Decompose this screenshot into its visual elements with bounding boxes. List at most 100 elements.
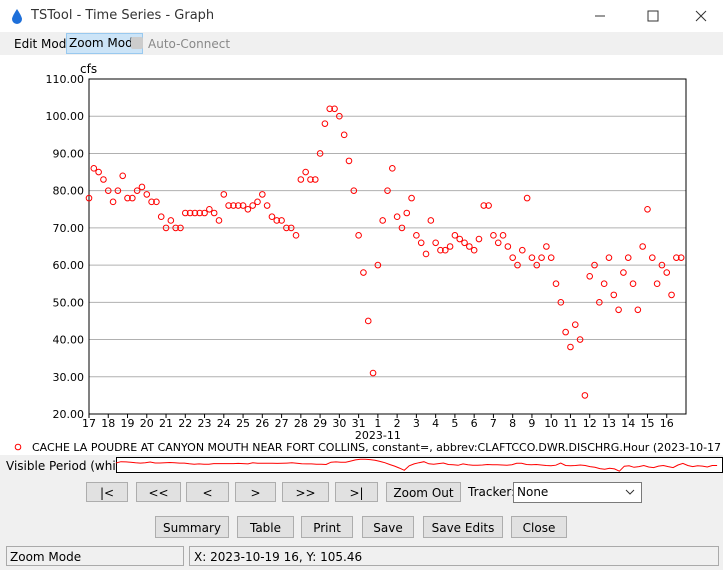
window-title: TSTool - Time Series - Graph (31, 8, 215, 23)
data-point (523, 194, 531, 202)
data-point (196, 209, 204, 217)
button[interactable]: >| (335, 482, 378, 502)
data-point (600, 280, 608, 288)
button[interactable]: Summary (155, 516, 229, 538)
data-point (408, 194, 415, 202)
x-tick-label: 15 (640, 417, 654, 430)
data-point (369, 369, 377, 377)
zoom-mode[interactable]: Zoom Mode (66, 33, 144, 54)
data-point (514, 261, 521, 269)
data-point (547, 254, 555, 261)
data-point (610, 291, 618, 299)
data-point (624, 254, 632, 261)
button[interactable]: > (235, 482, 276, 502)
x-tick-label: 2 (394, 417, 401, 430)
button[interactable]: << (136, 482, 181, 502)
button[interactable]: Close (511, 516, 567, 538)
x-sublabel: 2023-11 (355, 429, 401, 442)
data-point (210, 209, 218, 217)
x-tick-label: 4 (432, 417, 439, 430)
data-point (345, 157, 353, 165)
auto-connect[interactable]: Auto-Connect (148, 37, 231, 51)
data-point (567, 343, 574, 351)
data-point (441, 246, 449, 254)
edit-mode[interactable]: Edit Mode (14, 37, 74, 51)
data-point (244, 205, 252, 213)
x-tick-label: 20 (140, 417, 154, 430)
data-point (562, 328, 569, 336)
button[interactable]: Save (362, 516, 414, 538)
button[interactable]: Print (301, 516, 353, 538)
x-tick-label: 1 (374, 417, 381, 430)
data-point (499, 232, 507, 239)
button[interactable]: Zoom Out (386, 482, 461, 502)
x-tick-label: 27 (275, 417, 289, 430)
data-point (485, 202, 492, 209)
data-point (451, 232, 459, 239)
data-point (403, 209, 411, 217)
data-point (114, 187, 122, 194)
data-point (576, 336, 584, 343)
data-point (326, 105, 334, 113)
data-point (340, 131, 348, 139)
data-point (215, 217, 223, 224)
data-point (230, 202, 237, 209)
data-point (504, 243, 512, 250)
y-tick-label: 80.00 (53, 185, 85, 198)
data-point (364, 317, 372, 325)
x-tick-label: 17 (82, 417, 96, 430)
data-point (658, 261, 666, 269)
data-point (186, 209, 194, 217)
data-point (167, 217, 175, 224)
period-overview[interactable] (116, 457, 723, 473)
button[interactable]: >> (282, 482, 329, 502)
data-point (422, 250, 430, 258)
data-point (668, 291, 675, 299)
x-tick-label: 31 (352, 417, 366, 430)
data-point (109, 198, 117, 206)
checkbox[interactable] (131, 37, 143, 49)
button[interactable]: Table (237, 516, 294, 538)
data-point (119, 172, 127, 180)
data-point (620, 269, 627, 276)
data-point (336, 112, 343, 120)
x-tick-label: 6 (471, 417, 478, 430)
button[interactable]: Save Edits (423, 516, 503, 538)
data-point (528, 254, 536, 261)
y-tick-label: 100.00 (46, 110, 85, 123)
data-point (268, 213, 276, 221)
window-controls[interactable] (590, 8, 710, 24)
data-point (124, 194, 131, 202)
data-point (446, 243, 454, 250)
data-point (552, 280, 560, 288)
data-point (331, 105, 338, 113)
x-tick-label: 3 (413, 417, 420, 430)
data-point (480, 202, 488, 209)
x-tick-label: 28 (294, 417, 308, 430)
data-point (470, 246, 478, 254)
tracker-select[interactable]: None (513, 482, 642, 503)
data-point (129, 194, 136, 202)
button[interactable]: < (186, 482, 229, 502)
data-point (571, 321, 579, 328)
data-point (461, 239, 468, 247)
data-point (437, 246, 444, 254)
data-point (350, 187, 358, 194)
y-tick-label: 60.00 (53, 259, 85, 272)
data-point (138, 183, 146, 191)
data-point (259, 191, 266, 198)
x-tick-label: 19 (121, 417, 135, 430)
x-tick-label: 7 (490, 417, 497, 430)
data-point (249, 202, 256, 209)
legend-label: CACHE LA POUDRE AT CANYON MOUTH NEAR FOR… (32, 441, 723, 454)
data-point (494, 239, 502, 247)
data-point (519, 246, 526, 254)
data-point (538, 254, 545, 261)
x-tick-label: 22 (178, 417, 192, 430)
button[interactable]: |< (86, 482, 128, 502)
data-point (475, 235, 483, 243)
data-point (673, 254, 680, 261)
data-point (533, 261, 541, 269)
x-tick-label: 8 (509, 417, 516, 430)
